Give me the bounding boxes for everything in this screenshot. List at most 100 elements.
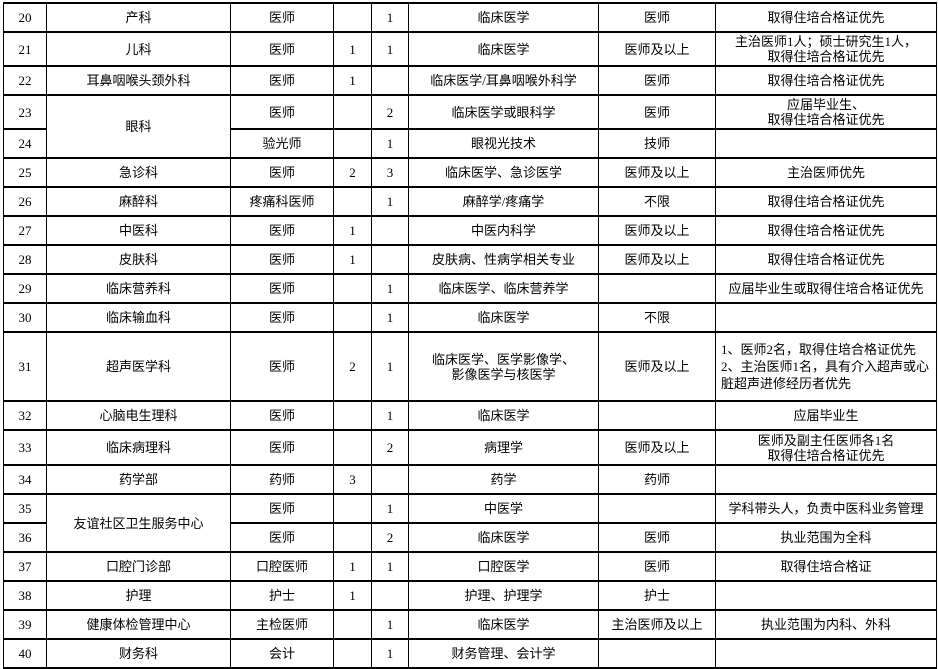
cell-title-requirement	[598, 273, 716, 304]
cell-count-1	[333, 609, 372, 640]
cell-count-2: 1	[371, 2, 409, 33]
cell-department: 健康体检管理中心	[46, 609, 231, 640]
cell-position: 医师	[230, 493, 334, 524]
cell-remark: 取得住培合格证优先	[715, 65, 937, 96]
cell-department: 护理	[46, 580, 231, 611]
cell-remark: 主治医师优先	[715, 157, 937, 188]
cell-position: 医师	[230, 215, 334, 246]
cell-remark	[715, 464, 937, 495]
cell-major: 麻醉学/疼痛学	[408, 186, 599, 217]
cell-major: 药学	[408, 464, 599, 495]
cell-department: 临床病理科	[46, 429, 231, 466]
cell-row-number: 39	[3, 609, 47, 640]
cell-major: 临床医学/耳鼻咽喉外科学	[408, 65, 599, 96]
cell-position: 药师	[230, 464, 334, 495]
cell-department: 药学部	[46, 464, 231, 495]
cell-remark: 取得住培合格证优先	[715, 2, 937, 33]
table-row: 35 友谊社区卫生服务中心 医师 1 中医学 学科带头人，负责中医科业务管理	[3, 493, 937, 553]
cell-count-2: 2	[371, 429, 409, 466]
cell-count-1: 1	[333, 215, 372, 246]
cell-count-1: 1	[333, 551, 372, 582]
table-row: 34 药学部 药师 3 药学 药师	[3, 464, 937, 495]
cell-department: 友谊社区卫生服务中心	[46, 493, 231, 553]
cell-count-2: 1	[371, 493, 409, 524]
cell-position: 医师	[230, 244, 334, 275]
cell-title-requirement: 不限	[598, 302, 716, 333]
cell-major: 病理学	[408, 429, 599, 466]
cell-position: 医师	[230, 400, 334, 431]
cell-title-requirement: 技师	[598, 128, 716, 159]
cell-position: 医师	[230, 273, 334, 304]
cell-row-number: 38	[3, 580, 47, 611]
cell-major: 临床医学或眼科学	[408, 94, 599, 130]
cell-major: 临床医学、医学影像学、 影像医学与核医学	[408, 331, 599, 402]
cell-row-number: 25	[3, 157, 47, 188]
cell-title-requirement: 医师及以上	[598, 429, 716, 466]
cell-major: 临床医学	[408, 302, 599, 333]
cell-count-1: 1	[333, 65, 372, 96]
cell-row-number: 23	[3, 94, 47, 130]
cell-remark: 主治医师1人；硕士研究生1人， 取得住培合格证优先	[715, 31, 937, 67]
cell-department: 口腔门诊部	[46, 551, 231, 582]
table-row: 23 眼科 医师 2 临床医学或眼科学 医师 应届毕业生、 取得住培合格证优先	[3, 94, 937, 159]
cell-count-2: 2	[371, 94, 409, 130]
cell-count-2: 1	[371, 273, 409, 304]
cell-title-requirement	[598, 638, 716, 669]
cell-count-2: 1	[371, 551, 409, 582]
cell-count-2: 1	[371, 302, 409, 333]
cell-remark: 学科带头人，负责中医科业务管理	[715, 493, 937, 524]
cell-department: 皮肤科	[46, 244, 231, 275]
cell-title-requirement: 医师及以上	[598, 31, 716, 67]
cell-remark: 应届毕业生或取得住培合格证优先	[715, 273, 937, 304]
table-row: 33 临床病理科 医师 2 病理学 医师及以上 医师及副主任医师各1名 取得住培合格证优先	[3, 429, 937, 466]
table-row: 27 中医科 医师 1 中医内科学 医师及以上 取得住培合格证优先	[3, 215, 937, 246]
cell-title-requirement	[598, 493, 716, 524]
cell-count-1	[333, 2, 372, 33]
cell-major: 中医学	[408, 493, 599, 524]
cell-remark	[715, 302, 937, 333]
cell-count-2	[371, 464, 409, 495]
cell-row-number: 21	[3, 31, 47, 67]
cell-count-2: 1	[371, 609, 409, 640]
cell-count-2	[371, 65, 409, 96]
recruitment-table: 20 产科 医师 1 临床医学 医师 取得住培合格证优先 21 儿科 医师 1 1 临床医学 医师及以上主…	[3, 2, 937, 669]
cell-position: 医师	[230, 94, 334, 130]
cell-position: 医师	[230, 522, 334, 553]
cell-row-number: 36	[3, 522, 47, 553]
cell-major: 临床医学、急诊医学	[408, 157, 599, 188]
cell-major: 临床医学	[408, 31, 599, 67]
cell-title-requirement: 医师	[598, 94, 716, 130]
cell-row-number: 22	[3, 65, 47, 96]
cell-count-1	[333, 522, 372, 553]
table-row: 36 医师 2 临床医学 医师 执业范围为全科	[3, 522, 937, 553]
table-row: 32 心脑电生理科 医师 1 临床医学 应届毕业生	[3, 400, 937, 431]
cell-department: 麻醉科	[46, 186, 231, 217]
cell-row-number: 33	[3, 429, 47, 466]
cell-title-requirement: 医师	[598, 65, 716, 96]
cell-count-2: 3	[371, 157, 409, 188]
table-row: 22 耳鼻咽喉头颈外科 医师 1 临床医学/耳鼻咽喉外科学 医师 取得住培合格证优先	[3, 65, 937, 96]
cell-major: 临床医学	[408, 609, 599, 640]
cell-remark: 取得住培合格证优先	[715, 244, 937, 275]
recruitment-table-body: 20 产科 医师 1 临床医学 医师 取得住培合格证优先 21 儿科 医师 1 1 临床医学 医师及以上主…	[3, 2, 937, 669]
cell-row-number: 31	[3, 331, 47, 402]
cell-remark: 医师及副主任医师各1名 取得住培合格证优先	[715, 429, 937, 466]
cell-title-requirement: 医师及以上	[598, 215, 716, 246]
table-row: 37 口腔门诊部 口腔医师 1 1 口腔医学 医师 取得住培合格证	[3, 551, 937, 582]
cell-count-2: 1	[371, 186, 409, 217]
cell-remark: 取得住培合格证优先	[715, 186, 937, 217]
table-row: 20 产科 医师 1 临床医学 医师 取得住培合格证优先	[3, 2, 937, 33]
cell-position: 医师	[230, 31, 334, 67]
cell-count-1: 3	[333, 464, 372, 495]
cell-count-1	[333, 186, 372, 217]
cell-department: 急诊科	[46, 157, 231, 188]
table-row: 39 健康体检管理中心 主检医师 1 临床医学 主治医师及以上 执业范围为内科、外科	[3, 609, 937, 640]
cell-title-requirement	[598, 400, 716, 431]
cell-position: 医师	[230, 429, 334, 466]
cell-count-1	[333, 429, 372, 466]
table-row: 28 皮肤科 医师 1 皮肤病、性病学相关专业 医师及以上 取得住培合格证优先	[3, 244, 937, 275]
cell-remark: 取得住培合格证优先	[715, 215, 937, 246]
cell-count-1	[333, 493, 372, 524]
cell-count-2: 1	[371, 331, 409, 402]
cell-title-requirement: 护士	[598, 580, 716, 611]
